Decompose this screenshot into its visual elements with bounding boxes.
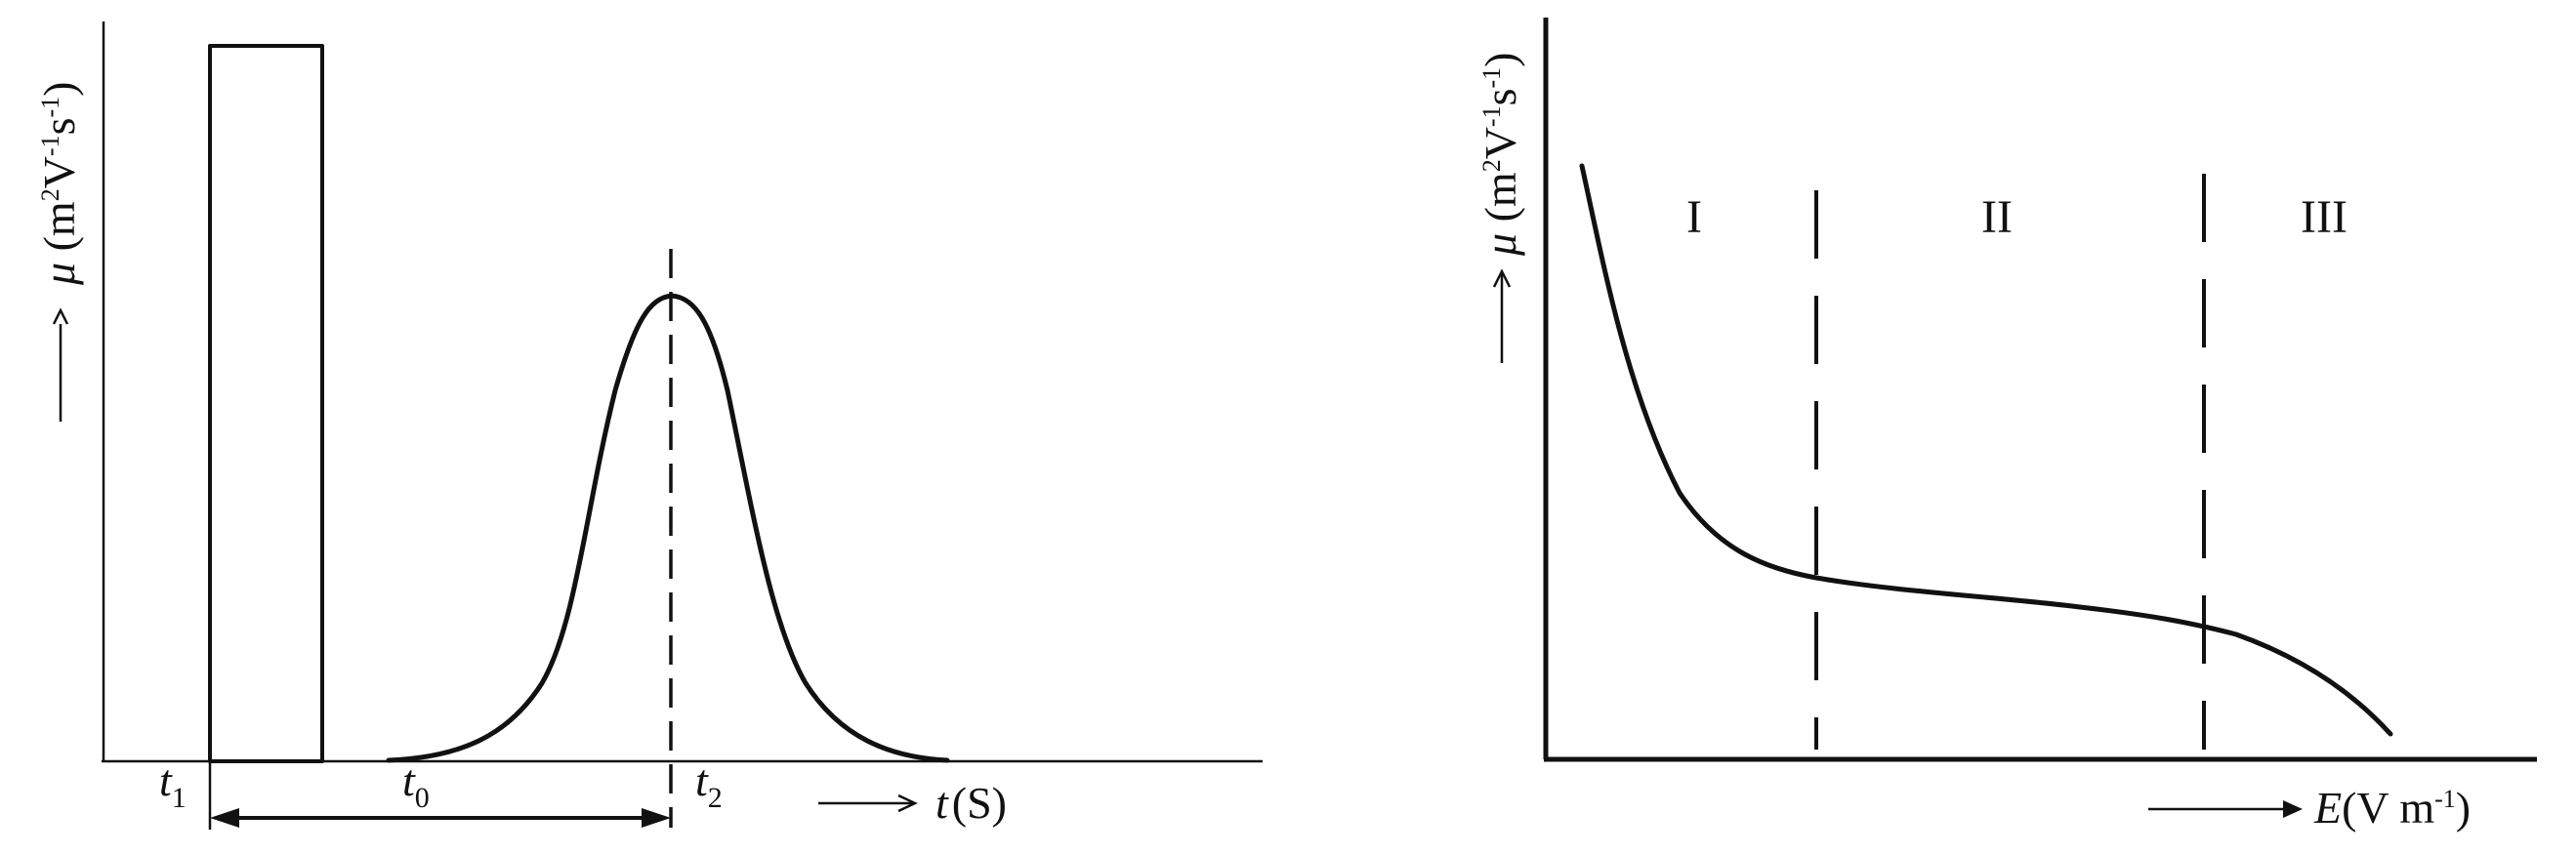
- region-label-2: II: [1981, 191, 2013, 243]
- t0-label: t0: [402, 755, 430, 814]
- svg-text:t(S): t(S): [935, 778, 1007, 828]
- arrow-left-head: [210, 808, 239, 828]
- t2-label: t2: [695, 755, 723, 814]
- t1-label: t1: [159, 755, 187, 814]
- left-x-axis-label: t(S): [818, 778, 1007, 828]
- svg-text:μ (m2V-1s-1): μ (m2V-1s-1): [34, 81, 84, 286]
- right-panel: I II III μ (m2V-1s-1) E(V m-1): [1475, 18, 2537, 833]
- region-label-1: I: [1686, 191, 1702, 243]
- svg-text:μ (m2V-1s-1): μ (m2V-1s-1): [1475, 52, 1525, 257]
- left-y-axis-label: μ (m2V-1s-1): [34, 81, 84, 422]
- injection-pulse: [208, 44, 324, 763]
- detector-peak: [386, 293, 950, 763]
- left-panel: μ (m2V-1s-1) t1 t0 t2 t(S): [34, 21, 1263, 830]
- region-label-3: III: [2301, 191, 2347, 243]
- arrow-right-head: [642, 808, 671, 828]
- mobility-curve: [1579, 163, 2393, 737]
- right-y-axis-label: μ (m2V-1s-1): [1475, 52, 1525, 363]
- svg-text:E(V m-1): E(V m-1): [2313, 783, 2471, 833]
- right-x-axis-label: E(V m-1): [2148, 783, 2471, 833]
